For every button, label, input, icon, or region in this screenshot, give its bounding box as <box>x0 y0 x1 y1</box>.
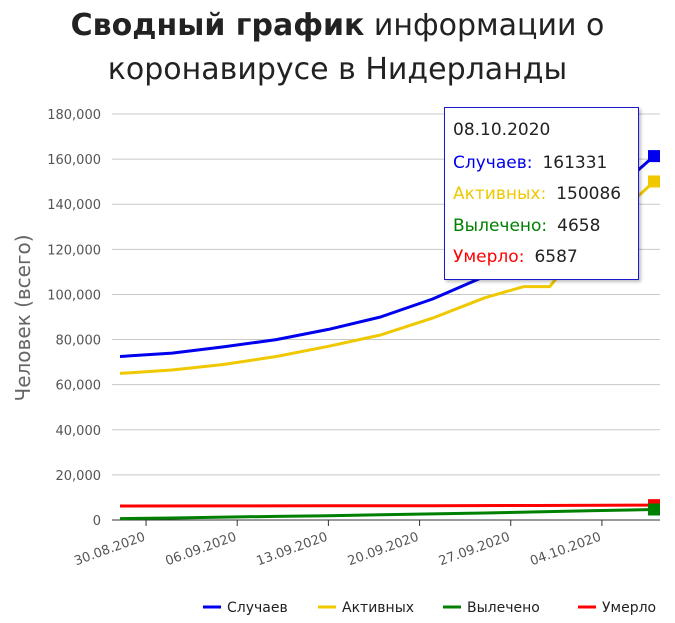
tooltip-row-recovered: Вылечено: 4658 <box>453 216 600 236</box>
x-tick-label: 20.09.2020 <box>346 530 421 570</box>
y-tick-label: 20,000 <box>56 469 102 484</box>
legend: Случаев Активных Вылечено Умерло <box>203 600 656 616</box>
chart-title-rest: информации о <box>364 8 605 43</box>
chart-title-bold: Сводный график <box>70 8 365 43</box>
y-tick-label: 0 <box>93 514 101 529</box>
legend-label[interactable]: Случаев <box>227 600 288 616</box>
y-tick-label: 40,000 <box>56 424 102 439</box>
y-tick-label: 180,000 <box>47 108 101 123</box>
y-tick-label: 160,000 <box>47 153 101 168</box>
series-end-marker[interactable] <box>648 175 660 188</box>
y-tick-label: 100,000 <box>47 288 101 303</box>
legend-label[interactable]: Умерло <box>602 600 656 616</box>
x-tick-label: 30.08.2020 <box>72 530 147 570</box>
series-line-2[interactable] <box>119 508 655 521</box>
tooltip-value: 4658 <box>557 216 601 236</box>
x-tick-label: 13.09.2020 <box>255 530 330 570</box>
tooltip-date: 08.10.2020 <box>453 120 551 140</box>
tooltip-label: Случаев: <box>453 153 533 173</box>
tooltip-label: Активных: <box>453 184 547 204</box>
y-axis-label: Человек (всего) <box>11 234 35 401</box>
tooltip-value: 6587 <box>534 247 578 267</box>
series-end-marker[interactable] <box>648 503 660 516</box>
chart-title-line2: коронавирусе в Нидерланды <box>107 52 568 87</box>
tooltip-value: 161331 <box>542 153 608 173</box>
x-tick-label: 06.09.2020 <box>164 530 239 570</box>
tooltip-row-active: Активных: 150086 <box>453 184 621 204</box>
series-end-marker[interactable] <box>648 150 660 163</box>
tooltip-row-cases: Случаев: 161331 <box>453 153 607 173</box>
x-tick-labels: 30.08.2020 06.09.2020 13.09.2020 20.09.2020… <box>72 520 603 569</box>
series-line-3[interactable] <box>119 503 655 508</box>
y-tick-label: 60,000 <box>56 379 102 394</box>
grid <box>112 113 660 521</box>
y-tick-label: 140,000 <box>47 198 101 213</box>
y-tick-labels: 0 20,000 40,000 60,000 80,000 100,000 120,000 1… <box>47 108 101 529</box>
legend-label[interactable]: Активных <box>342 600 414 616</box>
tooltip-value: 150086 <box>556 184 622 204</box>
series-end-markers <box>648 150 660 516</box>
legend-label[interactable]: Вылечено <box>467 600 540 616</box>
tooltip: 08.10.2020 Случаев: 161331 Активных: 15008… <box>444 107 639 280</box>
tooltip-label: Умерло: <box>453 247 525 267</box>
chart-title: Сводный график информации о коронавирусе… <box>0 4 675 92</box>
x-tick-label: 27.09.2020 <box>437 530 512 570</box>
x-tick-label: 04.10.2020 <box>528 530 603 570</box>
tooltip-row-deaths: Умерло: 6587 <box>453 247 578 267</box>
tooltip-label: Вылечено: <box>453 216 548 236</box>
y-tick-label: 120,000 <box>47 243 101 258</box>
y-tick-label: 80,000 <box>56 334 102 349</box>
